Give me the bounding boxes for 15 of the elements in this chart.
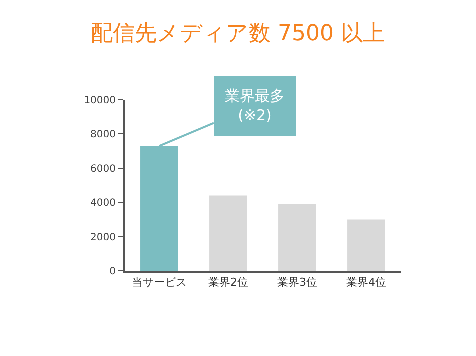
bar bbox=[210, 196, 248, 271]
bar bbox=[348, 220, 386, 271]
y-tick-label: 8000 bbox=[90, 130, 116, 141]
y-tick-label: 2000 bbox=[90, 232, 116, 244]
y-tick-label: 6000 bbox=[90, 164, 116, 175]
bar bbox=[278, 204, 316, 271]
x-tick-label: 業界2位 bbox=[208, 276, 248, 290]
annotation: 業界最多 (※2) bbox=[225, 87, 285, 124]
y-tick-label: 10000 bbox=[84, 96, 116, 106]
y-tick-label: 0 bbox=[110, 266, 116, 278]
x-tick-label: 業界4位 bbox=[346, 276, 386, 290]
y-tick-label: 4000 bbox=[90, 198, 116, 210]
x-tick-label: 業界3位 bbox=[278, 276, 318, 290]
x-tick-label: 当サービス bbox=[132, 276, 187, 290]
chart-title: 配信先メディア数 7500 以上 bbox=[91, 21, 385, 46]
